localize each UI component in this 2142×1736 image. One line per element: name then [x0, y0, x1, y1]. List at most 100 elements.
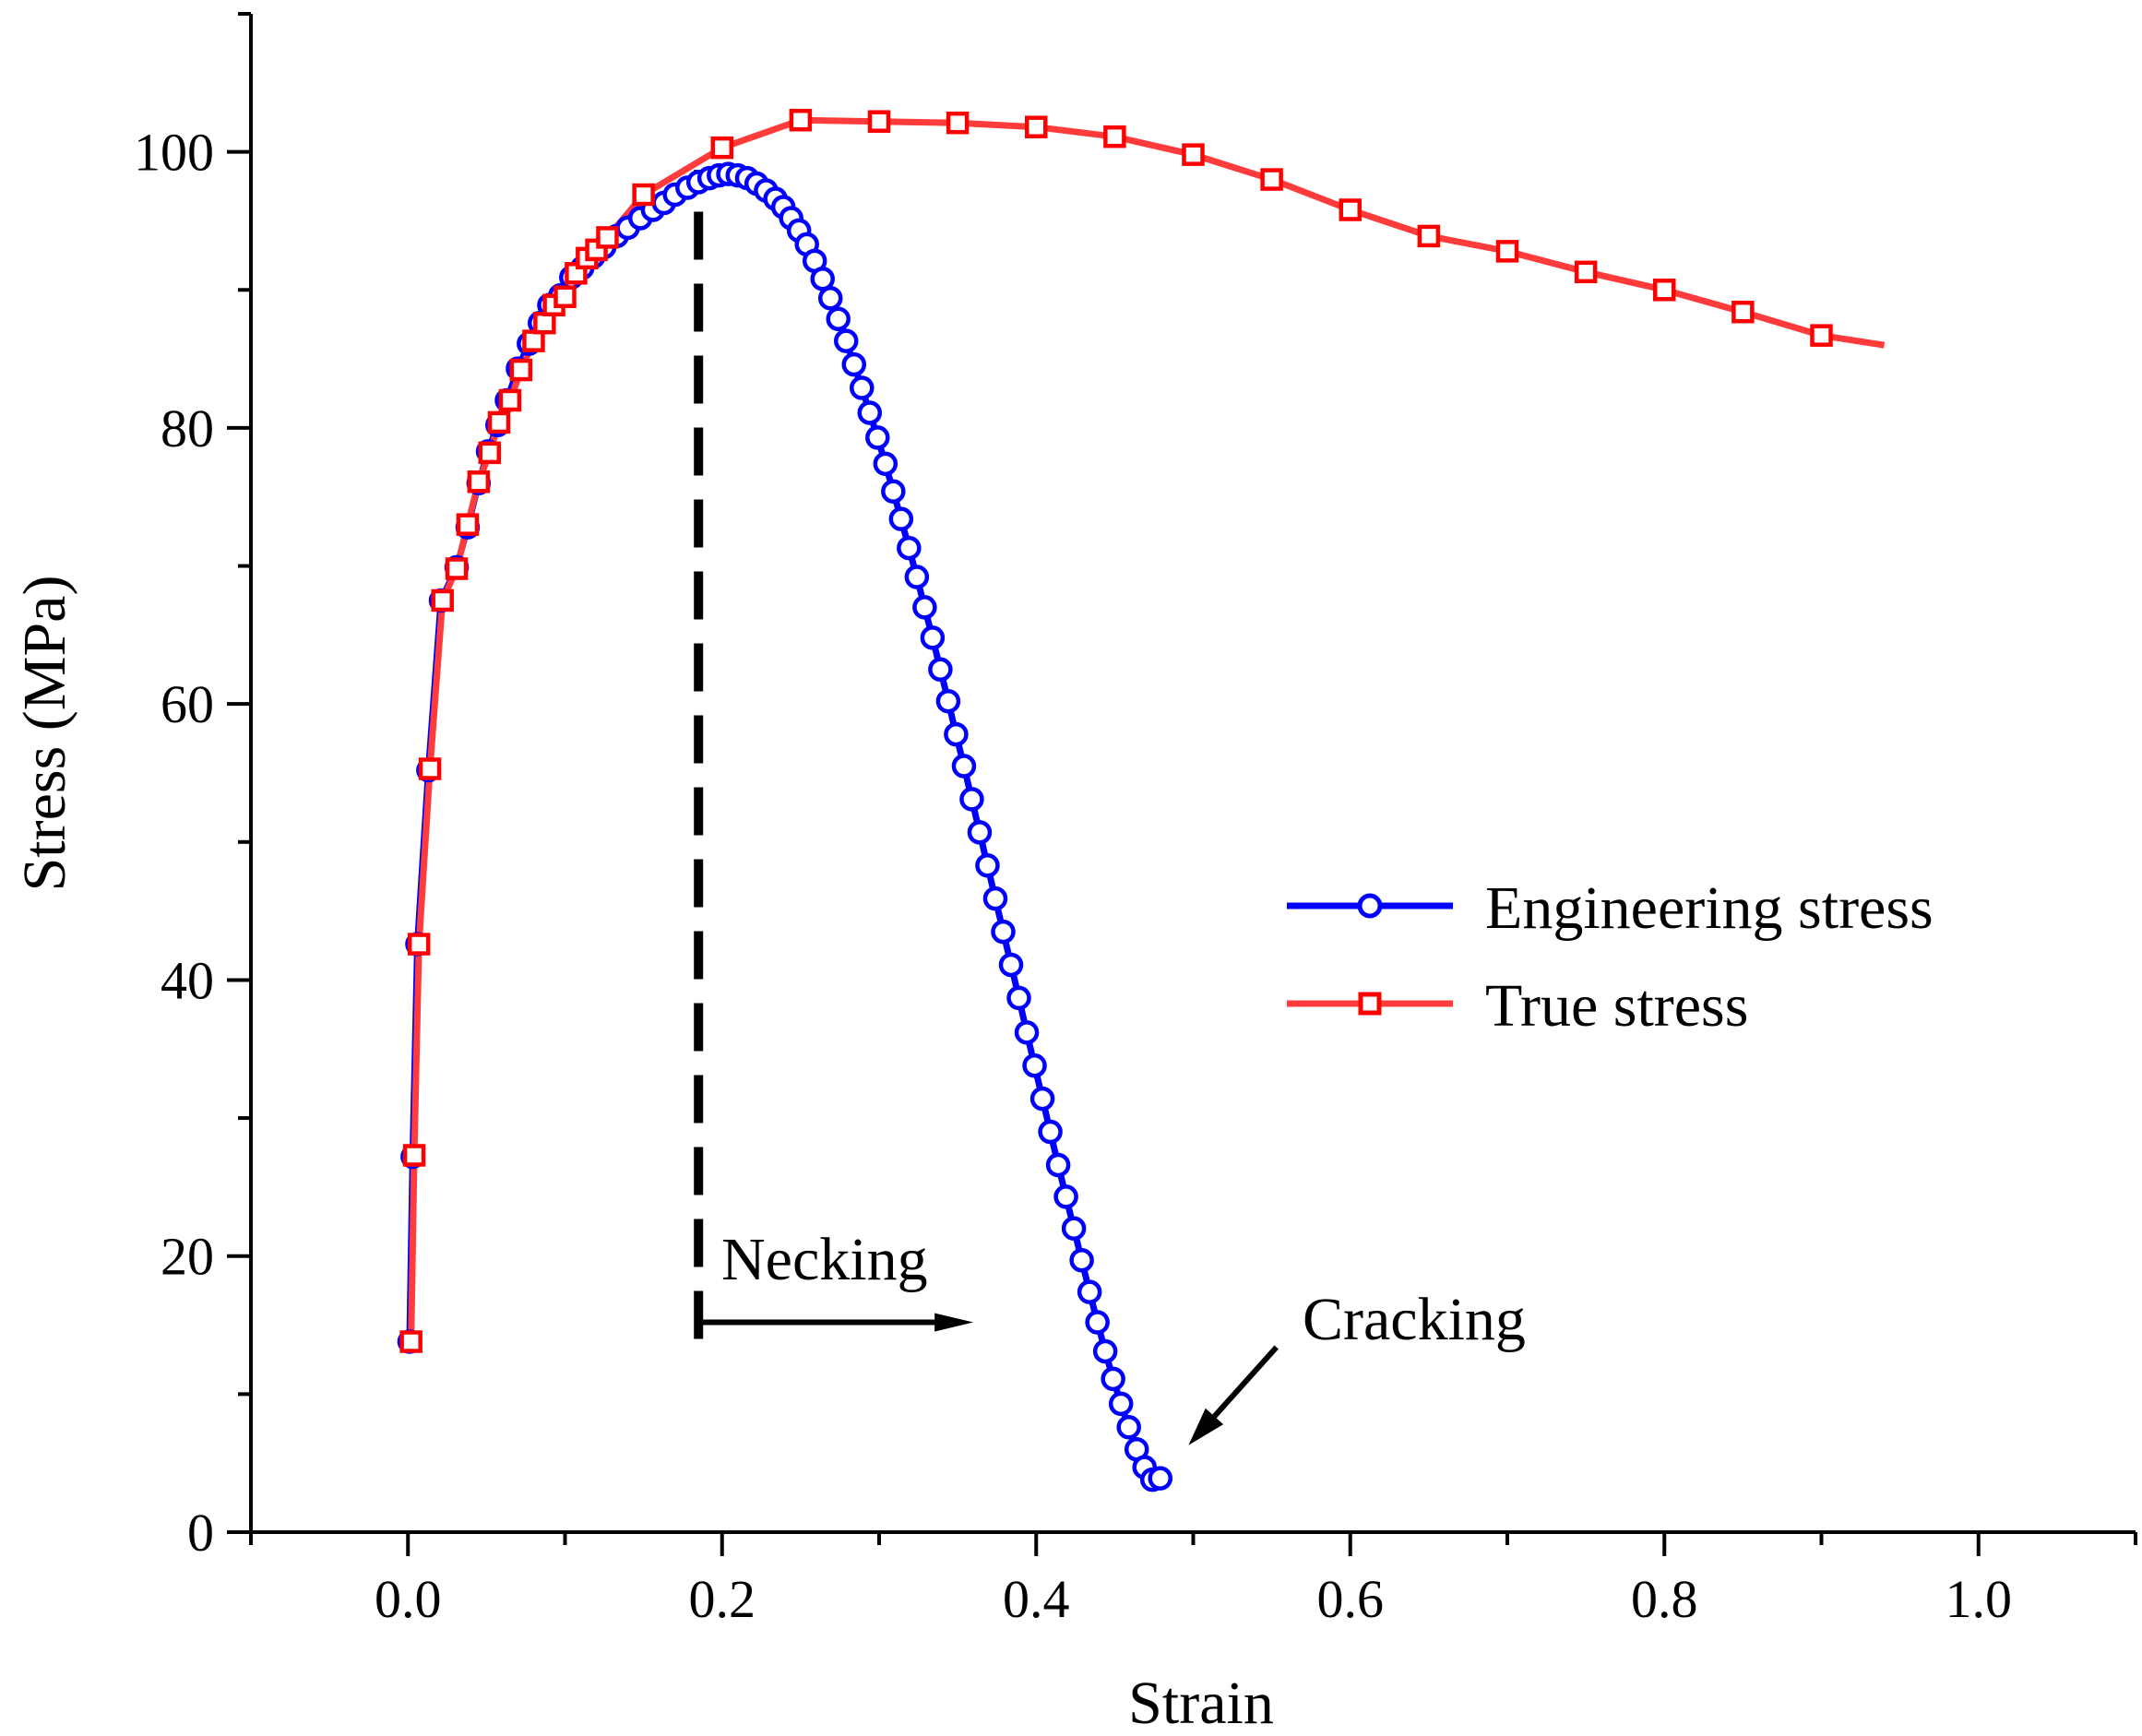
true-stress-point [418, 757, 442, 780]
engineering-stress-point [959, 787, 984, 812]
engineering-stress-point [982, 886, 1008, 911]
engineering-stress-point [881, 479, 906, 504]
true-stress-point [1574, 260, 1598, 284]
cracking-label: Cracking [1303, 1286, 1526, 1353]
true-stress-point [399, 1330, 422, 1353]
legend: Engineering stress True stress [1287, 874, 1934, 1040]
engineering-stress-point [1069, 1247, 1094, 1273]
engineering-stress-point [1108, 1391, 1134, 1417]
x-tick-label: 1.0 [1946, 1569, 2013, 1629]
true-stress-point [1495, 240, 1519, 263]
engineering-stress-point [935, 688, 961, 714]
cracking-arrow-head [1188, 1408, 1224, 1445]
true-stress-line [408, 116, 1886, 1342]
engineering-stress-point [1061, 1216, 1087, 1242]
engineering-stress-point [1006, 985, 1031, 1011]
necking-label: Necking [721, 1226, 928, 1293]
true-stress-point [1339, 198, 1362, 221]
true-stress-point [1182, 143, 1205, 166]
y-tick-label: 80 [161, 398, 214, 458]
y-tick-label: 40 [161, 950, 214, 1010]
true-stress-point [1731, 300, 1755, 324]
engineering-stress-point [873, 451, 898, 477]
true-stress-point [1417, 224, 1441, 248]
engineering-stress-point [897, 535, 922, 561]
true-stress-point [509, 358, 533, 382]
engineering-stress-point [904, 565, 930, 589]
engineering-stress-point [826, 306, 851, 331]
true-stress-point [1025, 115, 1048, 138]
annotation-lines-layer [694, 170, 1279, 1445]
engineering-stress-point [1116, 1415, 1141, 1440]
true-stress-point [487, 410, 511, 434]
cracking-arrow-shaft [1212, 1345, 1279, 1419]
engineering-stress-point [1053, 1184, 1078, 1209]
axes-layer [227, 12, 2137, 1556]
legend-marker-true [1358, 992, 1382, 1016]
true-stress-point [456, 513, 480, 536]
engineering-stress-point [1045, 1152, 1071, 1178]
engineering-stress-point [841, 351, 867, 377]
engineering-stress-point [920, 625, 946, 650]
true-stress-point [1103, 125, 1126, 149]
true-stress-point [478, 441, 502, 465]
true-stress-point [632, 183, 655, 207]
engineering-stress-point [1014, 1020, 1040, 1045]
x-tick-label: 0.8 [1631, 1569, 1698, 1629]
true-stress-point [498, 388, 522, 412]
true-stress-point [1653, 279, 1676, 302]
engineering-stress-point [998, 952, 1024, 978]
true-stress-point [789, 108, 813, 132]
engineering-stress-point [975, 853, 1000, 878]
true-stress-point [946, 111, 970, 135]
x-tick-label: 0.4 [1003, 1569, 1070, 1629]
engineering-stress-point [912, 595, 937, 620]
engineering-stress-point [1029, 1086, 1055, 1112]
y-tick-label: 20 [161, 1227, 214, 1287]
x-tick-label: 0.0 [375, 1569, 442, 1629]
true-stress-point [867, 110, 891, 133]
necking-arrow-head [934, 1313, 974, 1332]
true-stress-point [431, 589, 454, 612]
engineering-stress-point [857, 400, 883, 425]
y-axis-title: Stress (MPa) [11, 576, 78, 892]
engineering-stress-point [1022, 1052, 1047, 1078]
engineering-stress-point [810, 267, 835, 291]
true-stress-point [407, 933, 431, 956]
engineering-stress-point [1148, 1466, 1172, 1491]
engineering-stress-point [1038, 1119, 1063, 1145]
engineering-stress-point [1101, 1366, 1125, 1392]
y-tick-label: 100 [134, 123, 214, 183]
engineering-stress-point [1092, 1338, 1118, 1364]
true-stress-point [1260, 168, 1283, 191]
true-stress-point [402, 1144, 426, 1167]
engineering-stress-point [967, 820, 993, 845]
true-stress-point [596, 226, 619, 249]
y-tick-label: 60 [161, 674, 214, 734]
engineering-stress-point [951, 754, 977, 779]
x-tick-label: 0.6 [1317, 1569, 1385, 1629]
engineering-stress-point [928, 657, 953, 683]
legend-label-true: True stress [1485, 972, 1748, 1040]
x-tick-label: 0.2 [689, 1569, 756, 1629]
series-layer [397, 108, 1886, 1492]
tick-labels-layer: 0.0 0.2 0.4 0.6 0.8 1.0 0 20 40 60 80 100 [134, 123, 2012, 1629]
engineering-stress-point [865, 425, 890, 450]
true-stress-point [445, 557, 469, 580]
engineering-stress-point [888, 506, 914, 531]
true-stress-point [710, 136, 733, 160]
true-stress-point [522, 329, 545, 352]
engineering-stress-point [817, 286, 843, 311]
engineering-stress-point [944, 721, 969, 747]
engineering-stress-point [991, 919, 1016, 945]
legend-label-engineering: Engineering stress [1485, 874, 1934, 942]
y-tick-label: 0 [187, 1503, 214, 1563]
engineering-stress-point [850, 375, 875, 400]
true-stress-point [553, 285, 577, 309]
x-axis-title: Strain [1128, 1670, 1274, 1736]
true-stress-point [467, 470, 491, 493]
legend-marker-engineering [1357, 893, 1383, 919]
engineering-stress-point [833, 328, 859, 353]
